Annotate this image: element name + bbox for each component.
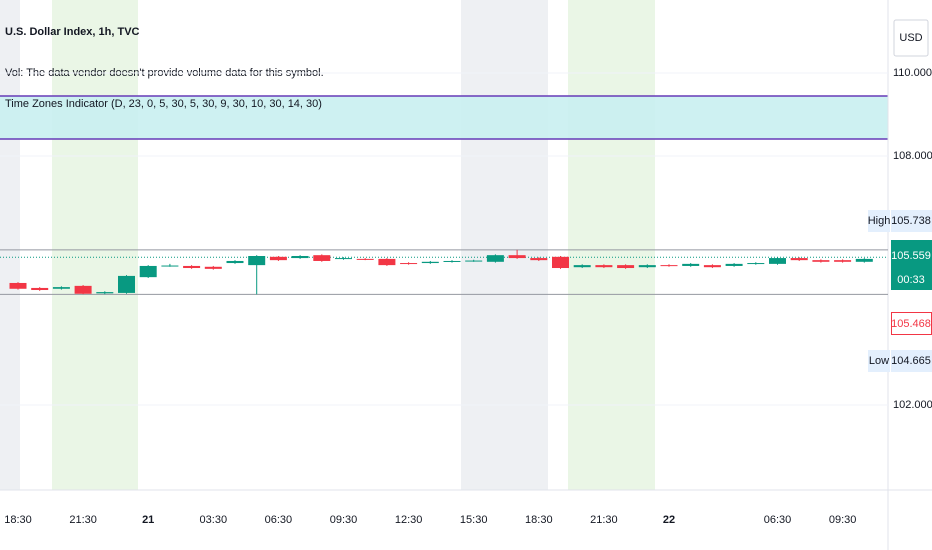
candle-body — [790, 258, 808, 261]
candle-body — [725, 263, 743, 266]
low-label-box — [868, 350, 890, 372]
high-value-box — [891, 210, 932, 232]
low-value-box — [891, 350, 932, 372]
candle-body — [96, 292, 114, 294]
session-zone — [52, 0, 138, 490]
candle-body — [617, 265, 635, 269]
session-zone — [461, 0, 548, 490]
x-tick-label: 21:30 — [590, 514, 618, 526]
last-price-box — [891, 240, 932, 290]
candle-body — [573, 265, 591, 268]
candle-body — [595, 265, 613, 268]
x-tick-label: 06:30 — [265, 514, 293, 526]
currency: USD — [899, 32, 922, 44]
candle-body — [682, 263, 700, 266]
candle-body — [855, 258, 873, 262]
countdown: 00:33 — [897, 274, 925, 286]
candle-body — [703, 265, 721, 268]
x-tick-label: 09:30 — [330, 514, 358, 526]
candle-body — [486, 255, 504, 262]
candle-body — [183, 265, 201, 269]
candle-body — [465, 260, 483, 262]
high-label: High — [868, 215, 891, 227]
x-tick-label: 03:30 — [200, 514, 228, 526]
candle-body — [269, 256, 287, 261]
candle-body — [769, 258, 786, 264]
y-tick-label: 108.000 — [893, 150, 932, 162]
currency-box[interactable] — [893, 19, 929, 57]
candle-body — [313, 255, 331, 261]
x-tick-label: 21:30 — [69, 514, 97, 526]
candle-body — [9, 282, 27, 289]
candle-body — [118, 275, 135, 293]
x-tick-label: 18:30 — [525, 514, 553, 526]
indicator-band — [0, 96, 888, 139]
x-tick-label: 18:30 — [4, 514, 32, 526]
chart-title: U.S. Dollar Index, 1h, TVC — [5, 26, 140, 38]
x-tick-label: 21 — [142, 514, 154, 526]
candle-body — [204, 266, 222, 269]
y-tick-label: 110.000 — [893, 67, 932, 79]
x-tick-label: 09:30 — [829, 514, 857, 526]
indicator-label: Time Zones Indicator (D, 23, 0, 5, 30, 5… — [5, 98, 322, 110]
candle-body — [638, 265, 656, 268]
candle-body — [52, 287, 70, 289]
x-tick-label: 15:30 — [460, 514, 488, 526]
session-zone — [568, 0, 655, 490]
candle-body — [31, 287, 49, 291]
candle-body — [660, 265, 678, 267]
candle-body — [139, 265, 157, 278]
candle-body — [421, 261, 439, 264]
low-label: Low — [869, 355, 889, 367]
bid-price: 105.468 — [891, 318, 931, 330]
x-tick-label: 12:30 — [395, 514, 423, 526]
candle-body — [400, 263, 418, 265]
y-tick-label: 102.000 — [893, 399, 932, 411]
candle-body — [335, 258, 352, 260]
candle-body — [812, 260, 830, 262]
candle-body — [443, 260, 461, 262]
candle-body — [530, 258, 548, 261]
x-tick-label: 22 — [663, 514, 675, 526]
high-value: 105.738 — [891, 215, 931, 227]
last-price: 105.559 — [891, 250, 931, 262]
candle-body — [226, 260, 244, 264]
high-label-box — [868, 210, 890, 232]
candle-body — [552, 256, 569, 269]
candle-body — [74, 285, 92, 294]
x-tick-label: 06:30 — [764, 514, 792, 526]
candle-body — [161, 265, 179, 267]
candle-body — [378, 258, 396, 266]
low-value: 104.665 — [891, 355, 931, 367]
candle-body — [356, 258, 374, 260]
candle-body — [834, 260, 852, 262]
candle-body — [508, 255, 526, 259]
candle-body — [248, 255, 266, 266]
candle-body — [747, 263, 765, 265]
candle-body — [291, 255, 309, 259]
